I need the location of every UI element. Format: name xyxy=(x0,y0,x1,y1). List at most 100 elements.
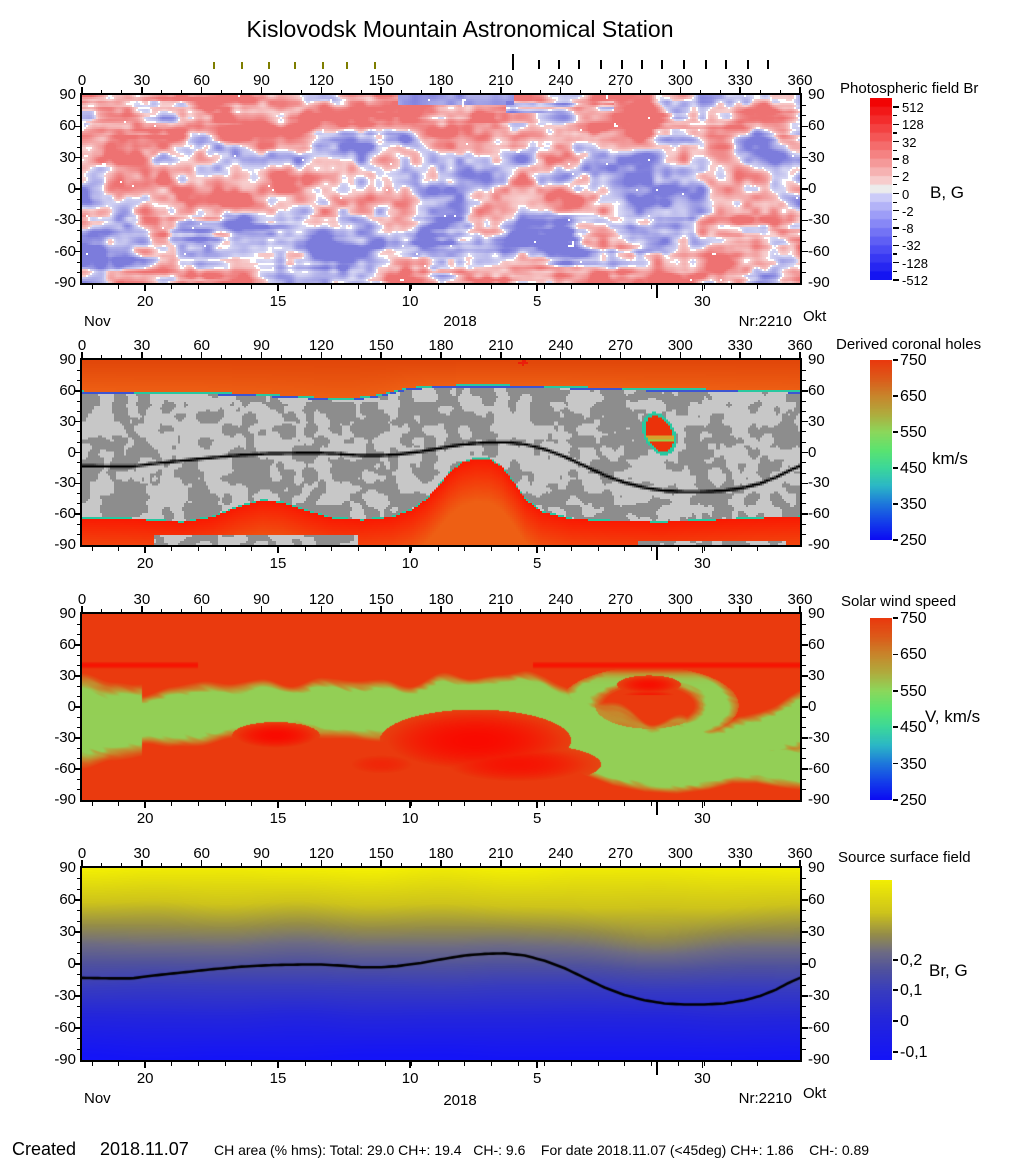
lon-tick-label: 60 xyxy=(193,591,210,608)
colorbar-tick xyxy=(893,244,899,247)
lon-minor-tick xyxy=(221,608,223,612)
lon-minor-tick xyxy=(580,354,582,358)
lat-major-tick xyxy=(74,931,80,933)
month-label-nov-bottom: Nov xyxy=(84,1090,111,1107)
lon-tick-label: 240 xyxy=(548,72,574,89)
photospheric-colorbar xyxy=(870,98,892,280)
lat-major-tick xyxy=(802,675,808,677)
solar-wind-map-canvas xyxy=(82,614,800,800)
date-minor-tick xyxy=(118,285,120,289)
date-minor-tick xyxy=(491,547,493,551)
date-minor-tick xyxy=(251,802,253,806)
colorbar-tick-label: 750 xyxy=(900,352,927,369)
colorbar-minor-tick xyxy=(893,166,897,169)
lon-major-tick xyxy=(320,352,323,358)
date-minor-tick xyxy=(411,547,413,551)
lat-major-tick xyxy=(74,513,80,515)
date-minor-tick xyxy=(384,285,386,289)
lat-minor-tick xyxy=(76,778,80,780)
lat-minor-tick xyxy=(802,727,806,729)
date-minor-tick xyxy=(464,802,466,806)
month-boundary-tick xyxy=(656,285,658,298)
date-minor-tick xyxy=(144,547,146,551)
lon-minor-tick xyxy=(480,354,482,358)
date-minor-tick xyxy=(278,285,280,289)
lat-tick-label-left: -90 xyxy=(54,1051,76,1068)
date-minor-tick xyxy=(91,802,93,806)
lon-minor-tick xyxy=(221,89,223,93)
observation-tick-olive xyxy=(346,62,349,69)
lat-tick-label-right: 0 xyxy=(808,698,817,715)
lon-minor-tick xyxy=(719,89,721,93)
lat-minor-tick xyxy=(76,942,80,944)
colorbar-tick-label: -2 xyxy=(902,203,914,219)
colorbar-tick-label: 128 xyxy=(902,117,924,133)
date-minor-tick xyxy=(517,547,519,551)
lat-minor-tick xyxy=(802,888,806,890)
date-minor-tick xyxy=(278,1062,280,1066)
date-major-tick xyxy=(536,1062,538,1068)
lat-major-tick xyxy=(802,768,808,770)
lat-minor-tick xyxy=(76,431,80,433)
lon-minor-tick xyxy=(400,608,402,612)
date-major-tick xyxy=(536,285,538,291)
lat-minor-tick xyxy=(76,209,80,211)
lon-minor-tick xyxy=(460,608,462,612)
date-minor-tick xyxy=(384,547,386,551)
lon-major-tick xyxy=(799,860,801,866)
date-minor-tick xyxy=(304,1062,306,1066)
lon-major-tick xyxy=(260,352,263,358)
colorbar-minor-tick xyxy=(893,253,897,255)
lat-major-tick xyxy=(802,482,808,485)
lon-major-tick xyxy=(200,860,203,866)
lat-tick-label-left: 60 xyxy=(59,636,76,653)
lon-major-tick xyxy=(739,87,741,93)
month-label-okt-bottom: Okt xyxy=(803,1085,827,1102)
photospheric-map-canvas xyxy=(82,95,800,283)
lat-tick-label-left: 30 xyxy=(59,923,76,940)
lon-major-tick xyxy=(500,860,502,866)
lat-minor-tick xyxy=(76,230,80,232)
lat-minor-tick xyxy=(76,493,80,495)
lat-minor-tick xyxy=(802,410,806,412)
lat-minor-tick xyxy=(76,974,80,976)
lat-major-tick xyxy=(74,737,80,739)
date-minor-tick xyxy=(517,1062,519,1066)
lon-minor-tick xyxy=(300,608,302,612)
lon-major-tick xyxy=(619,352,622,358)
lon-tick-label: 150 xyxy=(368,845,394,862)
lon-minor-tick xyxy=(759,862,761,866)
date-minor-tick xyxy=(437,802,439,806)
lon-minor-tick xyxy=(280,608,282,612)
lat-minor-tick xyxy=(802,369,806,371)
lat-tick-label-left: 60 xyxy=(59,117,76,135)
lat-minor-tick xyxy=(802,974,806,976)
date-minor-tick xyxy=(357,285,359,289)
lat-tick-label-right: 60 xyxy=(808,381,825,399)
month-boundary-tick xyxy=(656,802,658,815)
lon-tick-label: 120 xyxy=(308,337,334,354)
lat-major-tick xyxy=(74,420,80,423)
colorbar-tick-label: 250 xyxy=(900,532,927,549)
lat-minor-tick xyxy=(802,685,806,687)
lon-tick-label: 0 xyxy=(77,845,87,862)
date-major-tick xyxy=(701,547,704,553)
coronal-holes-map-frame xyxy=(80,358,802,547)
lat-minor-tick xyxy=(802,178,806,180)
lon-major-tick xyxy=(799,606,801,612)
date-minor-tick xyxy=(437,547,439,551)
colorbar-title-source-surface: Source surface field xyxy=(838,849,971,866)
rotation-number-bottom: Nr:2210 xyxy=(738,1090,792,1107)
date-minor-tick xyxy=(597,802,599,806)
lat-minor-tick xyxy=(76,878,80,880)
lat-tick-label-left: 90 xyxy=(59,86,76,103)
lon-tick-label: 300 xyxy=(667,845,693,862)
date-minor-tick xyxy=(171,802,173,806)
lon-minor-tick xyxy=(340,608,342,612)
lat-tick-label-right: 0 xyxy=(808,443,817,461)
lat-minor-tick xyxy=(76,380,80,382)
observation-tick-black xyxy=(641,60,644,69)
lon-major-tick xyxy=(81,606,83,612)
colorbar-tick xyxy=(893,799,898,801)
lon-major-tick xyxy=(500,606,502,612)
